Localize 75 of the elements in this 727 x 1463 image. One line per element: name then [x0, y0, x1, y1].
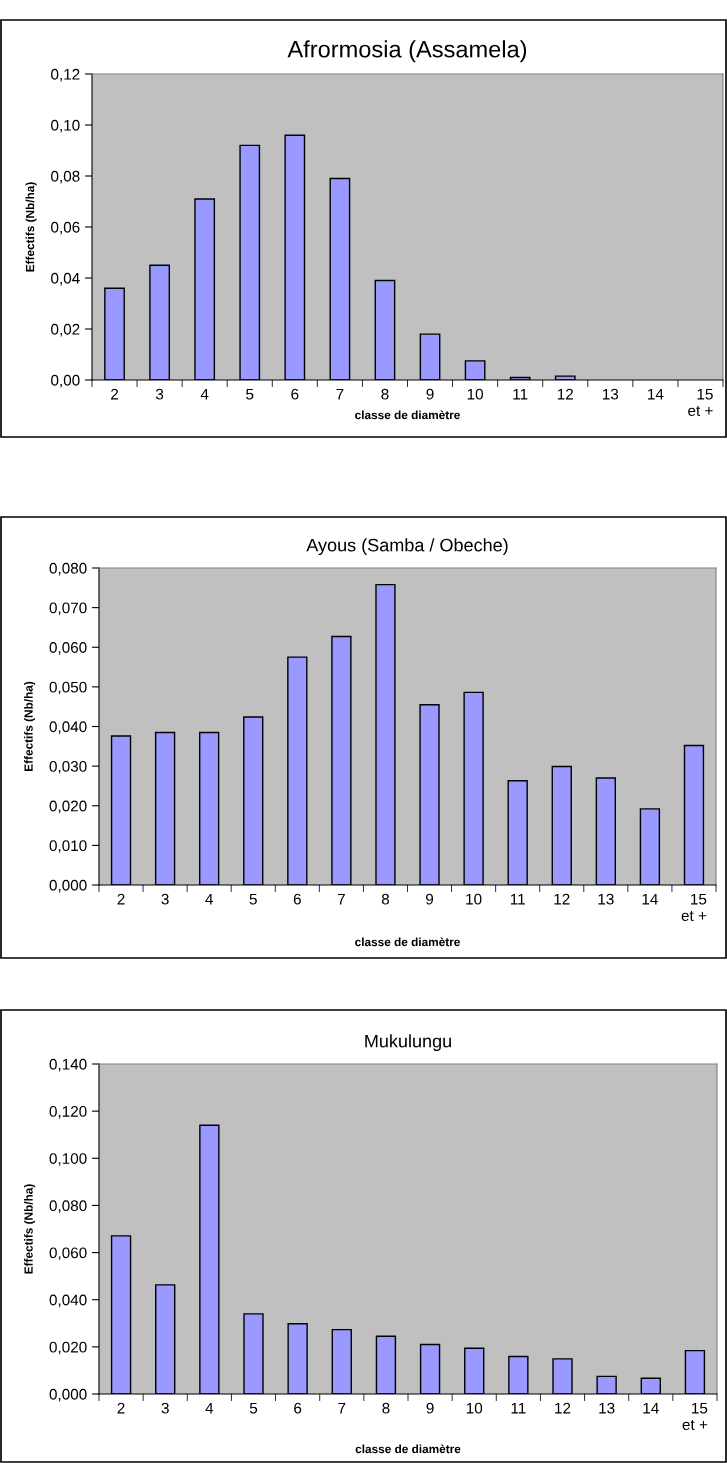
- x-tick-label: 7: [337, 893, 345, 905]
- x-tick-label: 3: [161, 893, 169, 905]
- chart-title: Mukulungu: [365, 1034, 451, 1052]
- x-tick-label: 11: [510, 893, 525, 905]
- x-tick-label: 5: [249, 893, 257, 905]
- x-tick-label: 5: [246, 388, 254, 400]
- y-tick-label: 0,000: [49, 1388, 87, 1402]
- x-tick-label: 4: [205, 893, 213, 905]
- y-tick-label: 0,04: [51, 272, 80, 286]
- chart-title: Ayous (Samba / Obeche): [306, 538, 508, 556]
- x-tick-label: 10: [467, 388, 484, 400]
- x-tick-label: 11: [513, 388, 528, 400]
- y-tick-label: 0,00: [51, 374, 80, 388]
- chart-title: Afrormosia (Assamela): [287, 40, 527, 63]
- x-tick-label: 8: [381, 893, 390, 905]
- x-tick-label: 15 et +: [688, 388, 713, 417]
- x-tick-label: 6: [293, 893, 301, 905]
- x-tick-label: 13: [598, 893, 614, 905]
- x-tick-label: 7: [338, 1402, 346, 1414]
- x-axis-title: classe de diamètre: [355, 937, 460, 947]
- x-tick-label: 9: [426, 388, 434, 400]
- x-tick-label: 6: [294, 1402, 302, 1414]
- x-tick-label: 5: [249, 1402, 258, 1414]
- x-tick-label: 2: [117, 1402, 125, 1414]
- y-axis-title: Effectifs (Nb/ha): [24, 681, 36, 771]
- x-tick-label: 11: [511, 1402, 526, 1414]
- x-tick-label: 12: [555, 1402, 571, 1414]
- x-tick-label: 2: [117, 893, 125, 905]
- x-tick-label: 13: [602, 388, 619, 400]
- x-tick-label: 6: [291, 388, 299, 400]
- x-tick-label: 9: [426, 893, 434, 905]
- y-tick-label: 0,030: [49, 760, 87, 774]
- y-tick-label: 0,040: [49, 721, 87, 734]
- y-tick-label: 0,12: [51, 68, 80, 82]
- x-tick-label: 10: [466, 1402, 483, 1414]
- x-tick-label: 4: [205, 1402, 214, 1414]
- y-axis-title: Effectifs (Nb/ha): [25, 182, 37, 272]
- y-tick-label: 0,10: [51, 119, 80, 133]
- y-tick-label: 0,06: [51, 221, 80, 235]
- y-tick-label: 0,100: [49, 1153, 87, 1166]
- x-tick-label: 4: [200, 388, 209, 400]
- x-tick-label: 3: [155, 388, 164, 400]
- x-tick-label: 15 et +: [681, 893, 707, 922]
- y-tick-label: 0,140: [49, 1058, 87, 1072]
- x-tick-label: 13: [599, 1402, 615, 1414]
- x-tick-label: 9: [426, 1402, 434, 1414]
- x-tick-label: 7: [336, 388, 344, 400]
- x-tick-label: 14: [642, 893, 658, 905]
- y-tick-label: 0,050: [49, 681, 87, 695]
- x-tick-label: 8: [382, 1402, 390, 1414]
- x-tick-label: 15 et +: [682, 1402, 708, 1431]
- y-tick-label: 0,08: [51, 170, 80, 184]
- y-tick-label: 0,010: [49, 840, 87, 853]
- y-tick-label: 0,02: [51, 323, 80, 337]
- x-tick-label: 12: [554, 893, 570, 905]
- x-tick-label: 8: [381, 388, 389, 400]
- x-tick-label: 14: [648, 388, 664, 400]
- x-tick-label: 12: [557, 388, 573, 400]
- y-tick-label: 0,080: [49, 562, 87, 576]
- y-tick-label: 0,060: [49, 642, 87, 655]
- y-tick-label: 0,120: [49, 1106, 87, 1119]
- y-tick-label: 0,070: [49, 602, 87, 616]
- x-tick-label: 2: [111, 388, 119, 400]
- x-axis-title: classe de diamètre: [355, 1444, 461, 1454]
- y-tick-label: 0,060: [49, 1247, 87, 1261]
- x-tick-label: 14: [643, 1402, 659, 1414]
- y-tick-label: 0,040: [49, 1294, 87, 1308]
- x-axis-title: classe de diamètre: [355, 410, 460, 420]
- y-tick-label: 0,080: [49, 1200, 87, 1213]
- y-tick-label: 0,020: [49, 800, 87, 814]
- y-tick-label: 0,020: [49, 1341, 87, 1355]
- y-axis-title: Effectifs (Nb/ha): [24, 1184, 36, 1274]
- x-tick-label: 10: [466, 893, 482, 905]
- y-tick-label: 0,000: [49, 879, 87, 893]
- x-tick-label: 3: [161, 1402, 169, 1414]
